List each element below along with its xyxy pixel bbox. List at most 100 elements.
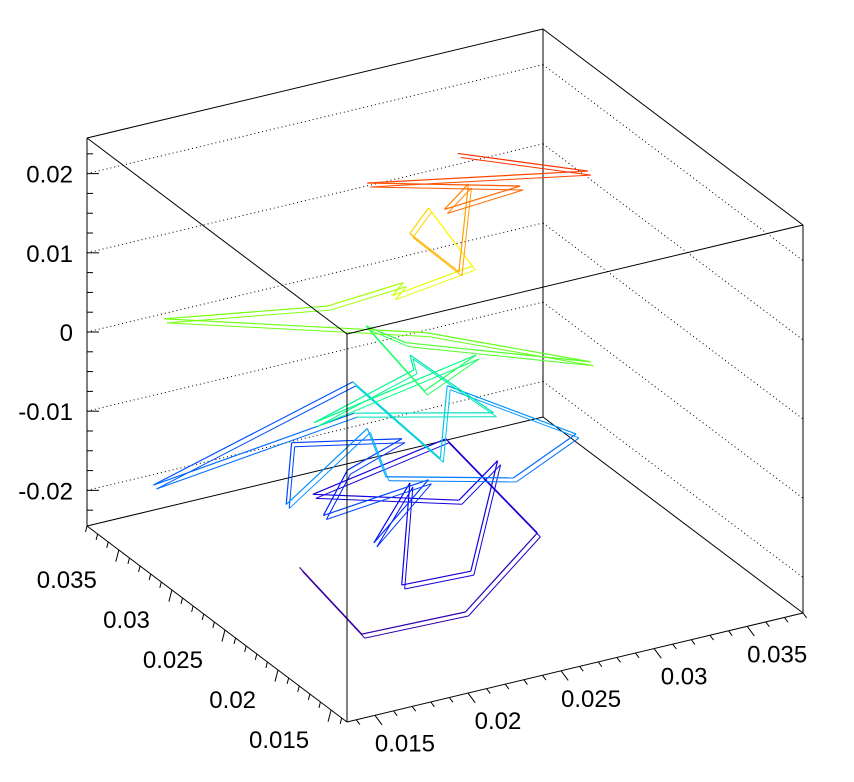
- data-segment: [447, 189, 524, 214]
- y-tick-mark: [286, 677, 290, 684]
- box-edge-right-bottom-y: [542, 416, 804, 614]
- x-tick-mark: [709, 634, 714, 641]
- y-tick-mark: [201, 613, 205, 620]
- x-tick-mark: [486, 688, 491, 694]
- data-segment: [412, 358, 497, 418]
- data-segment: [288, 432, 371, 509]
- y-tick-label: 0.015: [249, 727, 309, 754]
- z-grid-line: [86, 222, 544, 333]
- data-segment: [330, 286, 407, 311]
- y-tick-mark: [127, 557, 130, 564]
- data-segment: [385, 476, 514, 479]
- data-segment: [412, 237, 463, 277]
- x-tick-mark: [542, 674, 547, 681]
- y-tick-label: 0.025: [143, 647, 203, 674]
- data-segment: [347, 438, 403, 471]
- box-edge-front-top-y: [86, 137, 348, 335]
- y-tick-mark: [95, 533, 99, 540]
- x-tick-mark: [635, 652, 640, 659]
- x-tick-mark: [393, 710, 398, 716]
- z-grid-line: [86, 143, 544, 254]
- data-segment: [516, 437, 580, 483]
- y-tick-mark: [212, 621, 215, 628]
- data-segment: [409, 354, 415, 370]
- data-segment: [368, 329, 410, 348]
- box-edge-front-bottom-x: [346, 612, 804, 723]
- data-segment: [315, 442, 450, 499]
- z-grid-line: [86, 380, 544, 491]
- x-tick-mark: [597, 661, 603, 668]
- x-tick-mark: [765, 621, 770, 627]
- data-segment: [449, 389, 580, 439]
- x-tick-label: 0.03: [661, 664, 708, 691]
- data-segment: [401, 482, 411, 586]
- data-segment: [288, 446, 296, 509]
- y-tick-mark: [327, 709, 332, 722]
- x-tick-mark: [728, 630, 733, 636]
- y-tick-label: 0.03: [103, 607, 150, 634]
- data-segment: [313, 369, 415, 424]
- y-tick-mark: [159, 581, 162, 588]
- data-segment: [443, 183, 469, 210]
- data-segment: [323, 479, 429, 517]
- z-grid-line: [542, 380, 804, 578]
- x-tick-label: 0.025: [561, 686, 621, 713]
- box-edge-back-bottom-x: [86, 416, 544, 527]
- data-segment: [350, 442, 406, 475]
- y-tick-mark: [115, 549, 120, 562]
- x-tick-mark: [374, 715, 383, 726]
- data-segment: [412, 358, 418, 374]
- y-tick-mark: [318, 701, 321, 708]
- x-tick-mark: [467, 692, 476, 703]
- data-segment: [285, 428, 368, 506]
- y-tick-mark: [106, 541, 109, 548]
- x-tick-mark: [802, 612, 807, 619]
- data-segment: [409, 354, 494, 414]
- data-segment: [401, 570, 471, 586]
- data-segment: [404, 574, 474, 590]
- data-segment: [302, 571, 366, 639]
- data-segment: [367, 170, 588, 184]
- z-grid-line: [542, 301, 804, 499]
- data-segment: [409, 207, 430, 234]
- z-tick-label: -0.01: [18, 399, 73, 426]
- y-tick-mark: [168, 589, 173, 602]
- data-segment: [164, 305, 328, 320]
- data-segment: [313, 354, 477, 424]
- x-tick-mark: [746, 626, 755, 637]
- data-segment: [285, 442, 293, 505]
- y-tick-mark: [180, 597, 183, 604]
- data-segment: [326, 483, 432, 520]
- z-tick-label: 0.01: [26, 241, 73, 268]
- y-tick-mark: [297, 685, 300, 692]
- y-tick-mark: [221, 629, 226, 642]
- x-tick-mark: [579, 666, 584, 672]
- x-tick-mark: [616, 657, 621, 663]
- y-tick-mark: [265, 661, 268, 668]
- data-segment: [395, 269, 476, 301]
- data-segment: [368, 329, 428, 396]
- z-tick-label: 0.02: [26, 162, 73, 189]
- z-tick-label: 0: [60, 320, 73, 347]
- data-segment: [315, 497, 463, 505]
- y-tick-mark: [233, 637, 237, 644]
- data-segment: [316, 358, 480, 428]
- data-segment: [447, 187, 472, 214]
- data-segment: [439, 385, 448, 459]
- z-grid-line: [542, 143, 804, 341]
- data-series: [153, 152, 594, 639]
- y-tick-mark: [244, 645, 247, 652]
- y-tick-label: 0.02: [209, 687, 256, 714]
- data-segment: [366, 428, 387, 477]
- data-segment: [376, 483, 432, 548]
- axis-tick-labels: -0.02-0.0100.010.020.0150.020.0250.030.0…: [18, 162, 807, 758]
- x-tick-mark: [504, 683, 510, 690]
- y-tick-mark: [254, 653, 258, 660]
- data-segment: [369, 432, 390, 481]
- data-segment: [392, 265, 473, 297]
- data-segment: [405, 342, 591, 363]
- box-back-edges: [86, 28, 804, 723]
- box-edge-right-top-y: [542, 28, 804, 226]
- data-segment: [458, 460, 499, 501]
